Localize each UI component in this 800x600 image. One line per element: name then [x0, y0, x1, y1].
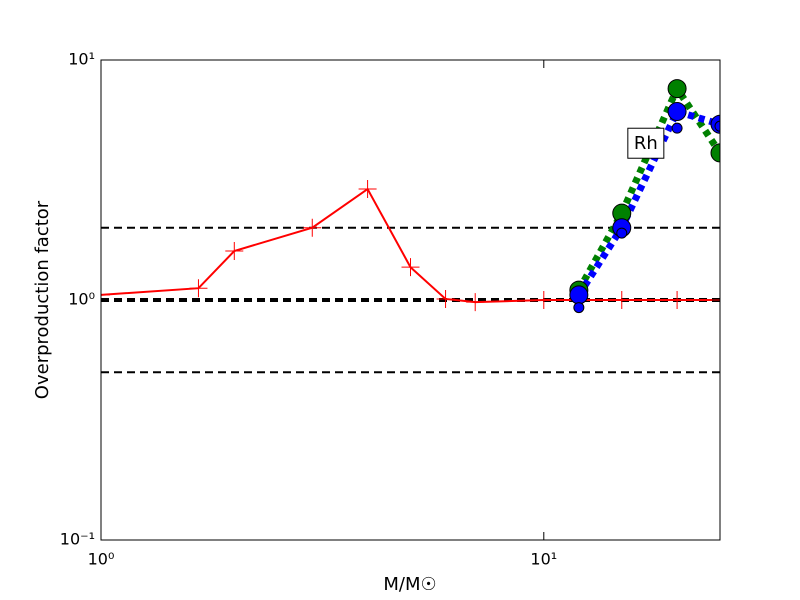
x-axis-label: M/M☉	[383, 574, 436, 595]
marker	[612, 291, 631, 309]
marker	[466, 293, 485, 312]
series-line	[575, 107, 720, 297]
marker	[714, 120, 720, 132]
marker	[668, 291, 687, 309]
x-tick-label: 10¹	[530, 550, 557, 569]
marker	[358, 180, 377, 199]
marker	[534, 291, 553, 309]
marker	[710, 143, 720, 163]
marker	[667, 79, 687, 99]
y-tick-label: 10⁻¹	[60, 530, 95, 549]
y-tick-label: 10⁰	[68, 290, 95, 309]
marker	[189, 279, 208, 298]
marker	[667, 102, 687, 122]
marker	[225, 242, 244, 261]
marker	[436, 289, 455, 308]
marker	[401, 258, 420, 277]
marker	[573, 302, 585, 314]
marker	[671, 122, 683, 134]
marker	[616, 227, 628, 239]
marker	[303, 218, 322, 237]
marker	[569, 285, 589, 305]
y-tick-label: 10¹	[68, 50, 95, 69]
annotation: Rh	[634, 133, 658, 154]
annotation-box	[627, 127, 665, 159]
x-tick-label: 10⁰	[88, 550, 115, 569]
marker	[101, 285, 110, 304]
y-axis-label: Overproduction factor	[32, 200, 53, 399]
